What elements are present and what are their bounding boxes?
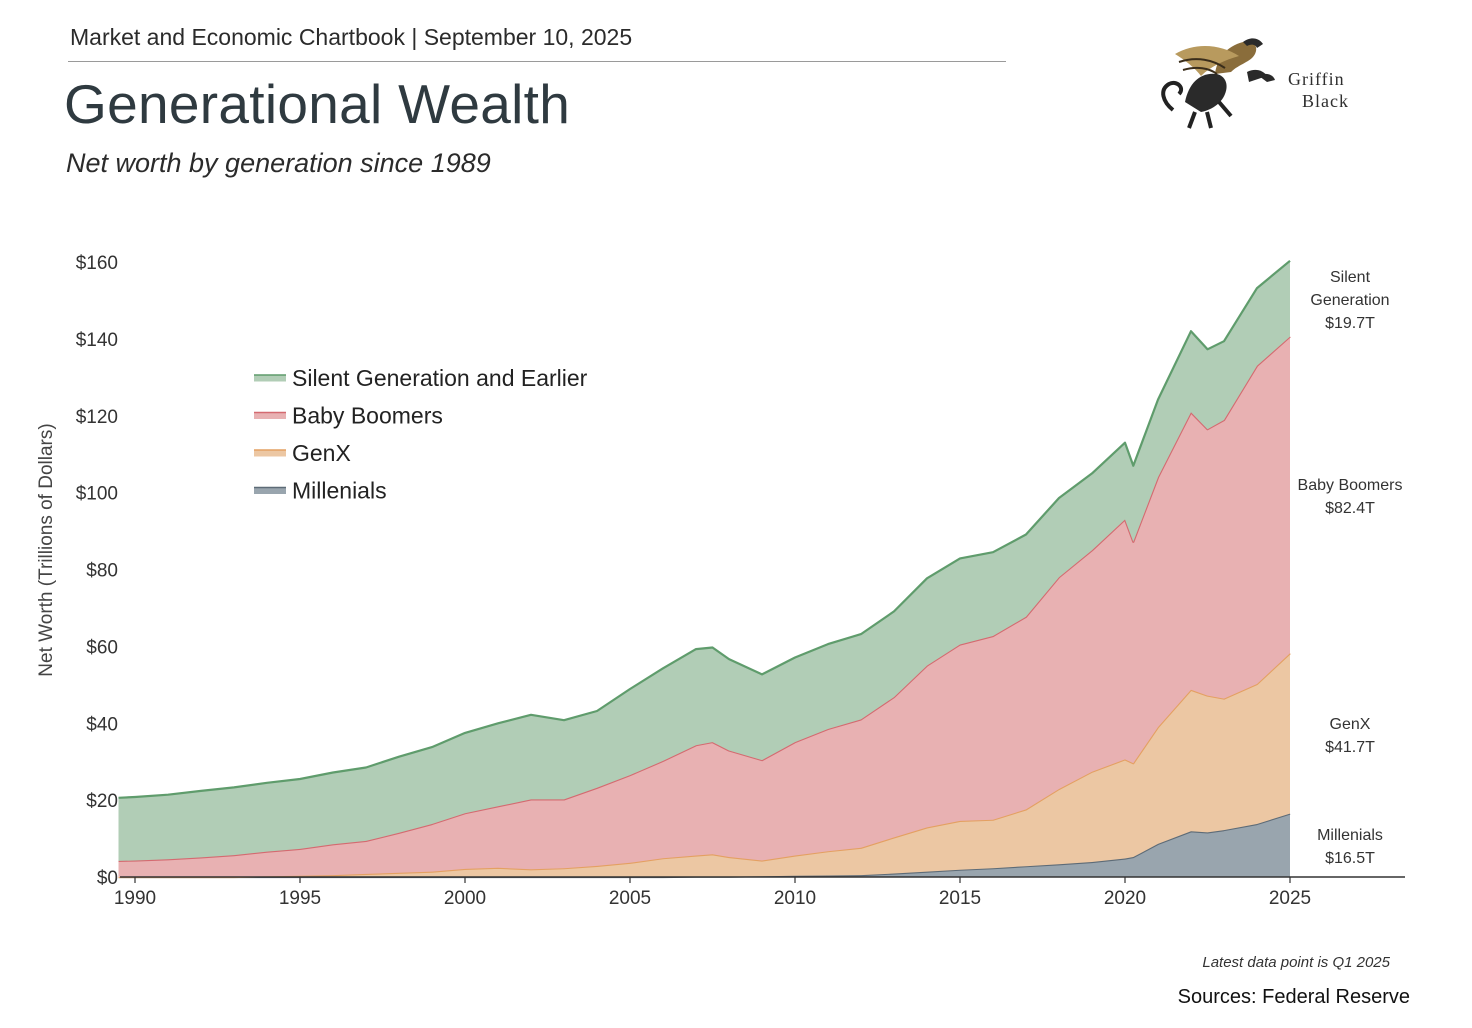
area-silent-generation-and-earlier [118,260,1290,861]
data-note: Latest data point is Q1 2025 [1202,954,1390,971]
end-label-line: $41.7T [1325,739,1375,756]
end-labels: Silent Generation $19.7T Baby Boomers $82.4T… [1298,269,1403,867]
end-label-line: $82.4T [1325,500,1375,517]
header-divider [68,61,1006,62]
x-tick-label: 2000 [444,888,486,909]
area-baby-boomers [118,336,1290,878]
legend-label: GenX [292,440,351,466]
page-title: Generational Wealth [64,73,571,135]
line-silent-generation-and-earlier [118,259,1291,799]
end-label-line: $16.5T [1325,850,1375,867]
x-tick-label: 2010 [774,888,816,909]
y-tick-label: $160 [76,253,118,274]
y-tick-label: $40 [86,714,118,735]
x-tick-label: 2020 [1104,888,1146,909]
area-genx [118,653,1290,877]
y-tick-label: $0 [97,868,118,889]
legend-label: Silent Generation and Earlier [292,365,588,391]
end-label-line: $19.7T [1325,315,1375,332]
chartbook-header: Market and Economic Chartbook | Septembe… [70,24,633,50]
x-tick-label: 1990 [114,888,156,909]
end-label-line: Millenials [1317,827,1383,844]
x-tick-label: 2025 [1269,888,1311,909]
brand-name-line2: Black [1302,91,1349,111]
source-note: Sources: Federal Reserve [1177,986,1410,1008]
y-axis-label: Net Worth (Trillions of Dollars) [36,423,57,676]
y-tick-label: $20 [86,791,118,812]
x-tick-label: 2015 [939,888,981,909]
stacked-areas [118,259,1291,879]
y-tick-label: $100 [76,484,118,505]
legend-label: Baby Boomers [292,403,443,429]
x-tick-label: 1995 [279,888,321,909]
y-tick-label: $120 [76,407,118,428]
legend-label: Millenials [292,478,387,504]
end-label-line: Generation [1310,292,1389,309]
x-tick-label: 2005 [609,888,651,909]
area-millenials [118,813,1290,877]
end-label-line: Baby Boomers [1298,477,1403,494]
brand-logo: Griffin Black [1288,68,1349,112]
brand-name-line1: Griffin [1288,69,1345,89]
y-tick-label: $80 [86,561,118,582]
chart-legend: Silent Generation and Earlier Baby Boomer… [254,365,588,504]
end-label-line: GenX [1330,716,1371,733]
griffin-icon [1161,38,1275,129]
y-tick-label: $140 [76,330,118,351]
y-tick-label: $60 [86,637,118,658]
end-label-line: Silent [1330,269,1371,286]
chart-axes: 1990 1995 2000 2005 2010 2015 2020 2025 $0 $20 $40… [76,253,1405,909]
page-subtitle: Net worth by generation since 1989 [66,148,491,178]
